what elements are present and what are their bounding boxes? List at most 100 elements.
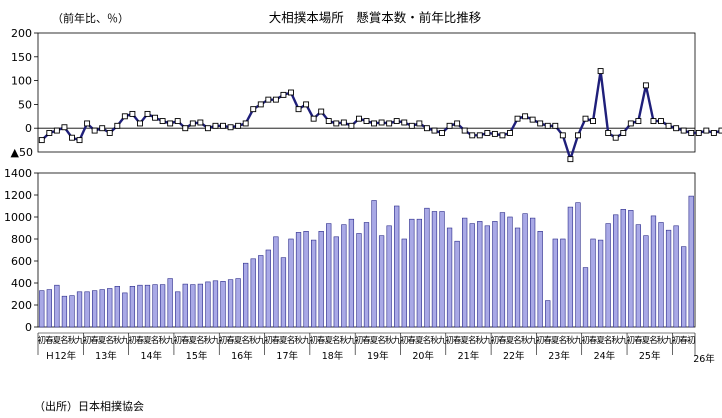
bar — [84, 291, 90, 328]
bar — [137, 284, 143, 328]
line-point — [371, 120, 378, 127]
bar — [348, 218, 355, 328]
line-point — [507, 130, 513, 136]
line-point — [620, 130, 627, 136]
bar — [560, 238, 566, 328]
x-tick-label-season: 夏 — [506, 336, 515, 346]
line-point — [378, 119, 385, 126]
bar — [597, 239, 604, 328]
bar — [114, 285, 120, 328]
bar — [107, 288, 113, 328]
line-point — [340, 119, 347, 126]
x-tick-label-season: 秋 — [521, 335, 530, 346]
bar-y-tick-label: 400 — [11, 277, 32, 290]
line-point — [537, 120, 544, 127]
bar — [39, 290, 45, 328]
bar — [590, 238, 596, 328]
x-tick-label-season: 秋 — [340, 335, 349, 346]
line-point — [484, 130, 491, 136]
line-point — [386, 120, 393, 127]
line-point — [272, 96, 279, 103]
x-tick-label-season: 夏 — [596, 336, 605, 346]
x-tick-label-season: 春 — [226, 335, 235, 346]
bar — [273, 236, 279, 328]
x-tick-label-year: 26年 — [693, 353, 715, 365]
line-point — [129, 110, 136, 117]
x-tick-label-season: 九 — [392, 336, 401, 346]
line-point — [658, 118, 664, 125]
bar — [378, 235, 385, 328]
x-tick-label-season: 名 — [151, 335, 160, 346]
line-point — [567, 156, 574, 163]
x-tick-label-season: 名 — [604, 335, 613, 346]
line-y-tick-label: 200 — [11, 27, 32, 40]
line-point — [582, 115, 589, 122]
line-point — [431, 127, 438, 134]
line-point — [416, 120, 423, 127]
x-tick-label-season: 春 — [408, 335, 417, 346]
line-point — [476, 132, 483, 139]
line-y-tick-label: 50 — [18, 98, 32, 111]
line-series — [40, 69, 722, 161]
x-tick-label-season: 春 — [272, 335, 281, 346]
source-note: （出所）日本相撲協会 — [34, 400, 144, 413]
line-point — [144, 110, 151, 117]
line-point — [318, 108, 325, 115]
x-tick-label-season: 九 — [483, 336, 492, 346]
bar — [159, 284, 166, 328]
bar — [310, 239, 317, 328]
line-point — [288, 89, 294, 96]
x-tick-label-season: 九 — [75, 336, 84, 346]
line-point — [174, 118, 181, 125]
x-tick-label-season: 初 — [128, 335, 137, 346]
bar-y-tick-label: 1000 — [4, 211, 32, 224]
x-tick-label-season: 夏 — [53, 336, 62, 346]
bar — [227, 279, 234, 328]
x-tick-label-season: 夏 — [551, 336, 560, 346]
line-y-tick-label: 0 — [25, 122, 32, 135]
line-point — [514, 115, 521, 122]
line-point — [710, 130, 717, 136]
x-tick-label-season: 九 — [302, 336, 311, 346]
x-tick-label-season: 春 — [317, 335, 326, 346]
line-point — [469, 132, 476, 139]
line-point — [325, 118, 332, 125]
bar — [220, 281, 226, 328]
bar — [167, 278, 173, 328]
x-tick-label-season: 初 — [355, 335, 364, 346]
x-tick-label-season: 九 — [574, 336, 583, 346]
x-tick-label-season: 名 — [287, 335, 296, 346]
line-point — [53, 127, 60, 134]
x-tick-label-year: 15年 — [186, 350, 208, 362]
bar — [371, 200, 377, 328]
bar — [205, 281, 211, 328]
bar — [628, 210, 634, 328]
bar — [424, 207, 430, 328]
x-tick-label-season: 初 — [264, 335, 273, 346]
line-point — [84, 120, 91, 127]
x-tick-label-season: 夏 — [234, 336, 243, 346]
bar — [552, 238, 558, 328]
line-point — [69, 134, 75, 141]
bar — [462, 217, 468, 328]
line-chart-area: 200 150 100 50 0 ▲50 — [11, 27, 722, 163]
x-tick-label-season: 秋 — [657, 335, 666, 346]
line-point — [363, 118, 370, 125]
bar — [635, 224, 642, 328]
bar-chart-area: 1400120010008006004002000初春夏名秋九初春夏名秋九初春夏… — [4, 167, 715, 365]
line-point — [61, 124, 68, 131]
line-point — [401, 119, 408, 126]
line-point — [408, 122, 415, 129]
line-point — [446, 122, 453, 129]
x-tick-label-season: 夏 — [98, 336, 107, 346]
line-point — [152, 114, 159, 121]
x-tick-label-year: 18年 — [322, 350, 344, 362]
x-tick-label-season: 初 — [687, 335, 696, 346]
line-point — [333, 120, 340, 127]
x-tick-label-season: 夏 — [189, 336, 198, 346]
line-point — [703, 127, 710, 134]
chart-title: 大相撲本場所 懸賞本数・前年比推移 — [269, 10, 482, 25]
bar-y-tick-label: 200 — [11, 299, 32, 312]
x-tick-label-year: 20年 — [412, 350, 434, 362]
